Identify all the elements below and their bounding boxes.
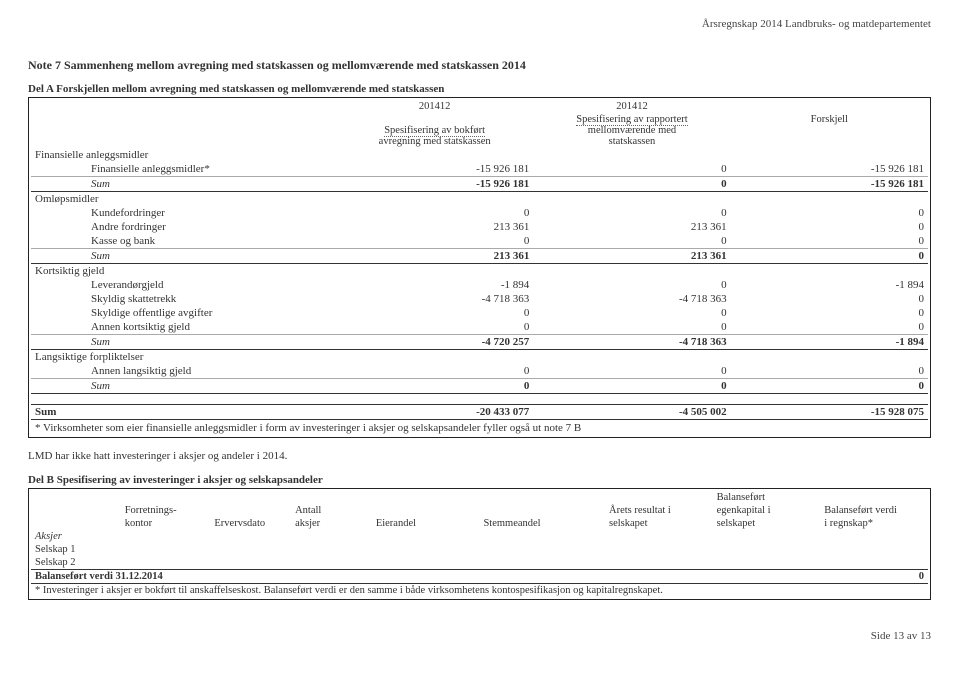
- row-annen-l-label: Annen langsiktig gjeld: [31, 364, 336, 379]
- section-lang: Langsiktige forpliktelser: [31, 350, 336, 365]
- page-footer: Side 13 av 13: [28, 630, 931, 642]
- col-a-head: Spesifisering av bokført avregning med s…: [336, 113, 533, 148]
- section-oml: Omløpsmidler: [31, 192, 336, 207]
- row-andre-a: 213 361: [336, 220, 533, 234]
- row-andre-b: 213 361: [533, 220, 730, 234]
- row-kasse-b: 0: [533, 234, 730, 249]
- row-skatt-label: Skyldig skattetrekk: [31, 292, 336, 306]
- col-b-head-l3: statskassen: [609, 136, 656, 147]
- mid-text: LMD har ikke hatt investeringer i aksjer…: [28, 450, 931, 462]
- row-oml-sum-a: 213 361: [336, 249, 533, 264]
- b-h6a: Årets resultat i: [605, 504, 713, 517]
- row-kasse-a: 0: [336, 234, 533, 249]
- row-fin-sum-label: Sum: [31, 177, 336, 192]
- col-a-head-l2: avregning med statskassen: [379, 136, 491, 147]
- b-s1: Selskap 1: [31, 543, 121, 556]
- b-h4: Eierandel: [372, 517, 480, 530]
- col-b-period: 201412: [533, 100, 730, 113]
- row-andre-label: Andre fordringer: [31, 220, 336, 234]
- table-a: 201412 201412 Spesifisering av bokført a…: [31, 100, 928, 435]
- b-total-val: 0: [820, 570, 928, 584]
- del-b-title: Del B Spesifisering av investeringer i a…: [28, 474, 931, 486]
- row-lev-a: -1 894: [336, 278, 533, 292]
- row-oml-sum-c: 0: [731, 249, 928, 264]
- row-total-c: -15 928 075: [731, 405, 928, 420]
- col-a-period: 201412: [336, 100, 533, 113]
- row-fin-sum-b: 0: [533, 177, 730, 192]
- table-a-wrapper: 201412 201412 Spesifisering av bokført a…: [28, 97, 931, 438]
- row-annen-k-c: 0: [731, 320, 928, 335]
- row-oml-sum-b: 213 361: [533, 249, 730, 264]
- row-kort-sum-c: -1 894: [731, 335, 928, 350]
- b-h7c: selskapet: [713, 517, 821, 530]
- row-off-label: Skyldige offentlige avgifter: [31, 306, 336, 320]
- row-kort-sum-label: Sum: [31, 335, 336, 350]
- b-aksjer: Aksjer: [31, 530, 121, 543]
- row-lang-sum-a: 0: [336, 379, 533, 394]
- row-annen-l-a: 0: [336, 364, 533, 379]
- note-title: Note 7 Sammenheng mellom avregning med s…: [28, 58, 931, 73]
- row-annen-l-c: 0: [731, 364, 928, 379]
- row-off-a: 0: [336, 306, 533, 320]
- row-annen-k-label: Annen kortsiktig gjeld: [31, 320, 336, 335]
- b-h8a: Balanseført verdi: [820, 504, 928, 517]
- col-b-head-l2: mellomværende med: [588, 125, 676, 136]
- row-fin-sum-a: -15 926 181: [336, 177, 533, 192]
- row-fin-star-a: -15 926 181: [336, 162, 533, 177]
- row-lev-b: 0: [533, 278, 730, 292]
- b-h1a: Forretnings-: [121, 504, 211, 517]
- b-h1b: kontor: [121, 517, 211, 530]
- section-fin: Finansielle anleggsmidler: [31, 148, 336, 162]
- row-kasse-c: 0: [731, 234, 928, 249]
- row-kund-b: 0: [533, 206, 730, 220]
- row-skatt-b: -4 718 363: [533, 292, 730, 306]
- row-off-b: 0: [533, 306, 730, 320]
- row-kort-sum-b: -4 718 363: [533, 335, 730, 350]
- row-fin-star-label: Finansielle anleggsmidler*: [31, 162, 336, 177]
- row-total-b: -4 505 002: [533, 405, 730, 420]
- row-off-c: 0: [731, 306, 928, 320]
- row-total-label: Sum: [31, 405, 336, 420]
- b-h7a: Balanseført: [713, 491, 821, 504]
- row-lev-label: Leverandørgjeld: [31, 278, 336, 292]
- footnote-a: * Virksomheter som eier finansielle anle…: [31, 420, 928, 436]
- row-annen-k-b: 0: [533, 320, 730, 335]
- row-total-a: -20 433 077: [336, 405, 533, 420]
- section-kort: Kortsiktig gjeld: [31, 264, 336, 279]
- row-skatt-a: -4 718 363: [336, 292, 533, 306]
- doc-header: Årsregnskap 2014 Landbruks- og matdepart…: [28, 18, 931, 30]
- row-lang-sum-label: Sum: [31, 379, 336, 394]
- row-lang-sum-c: 0: [731, 379, 928, 394]
- b-h6b: selskapet: [605, 517, 713, 530]
- col-b-head: Spesifisering av rapportert mellomværend…: [533, 113, 730, 148]
- del-a-title: Del A Forskjellen mellom avregning med s…: [28, 83, 931, 95]
- b-h8b: i regnskap*: [820, 517, 928, 530]
- row-fin-sum-c: -15 926 181: [731, 177, 928, 192]
- row-fin-star-b: 0: [533, 162, 730, 177]
- b-h3b: aksjer: [291, 517, 372, 530]
- row-kasse-label: Kasse og bank: [31, 234, 336, 249]
- col-c-head: Forskjell: [731, 113, 928, 148]
- row-lang-sum-b: 0: [533, 379, 730, 394]
- row-kund-a: 0: [336, 206, 533, 220]
- row-andre-c: 0: [731, 220, 928, 234]
- row-fin-star-c: -15 926 181: [731, 162, 928, 177]
- row-annen-k-a: 0: [336, 320, 533, 335]
- b-s2: Selskap 2: [31, 556, 121, 570]
- b-h2: Ervervsdato: [210, 517, 291, 530]
- row-kort-sum-a: -4 720 257: [336, 335, 533, 350]
- row-skatt-c: 0: [731, 292, 928, 306]
- row-oml-sum-label: Sum: [31, 249, 336, 264]
- b-total-label: Balanseført verdi 31.12.2014: [31, 570, 820, 584]
- table-b-wrapper: Balanseført Forretnings- Antall Årets re…: [28, 488, 931, 600]
- b-h5: Stemmeandel: [479, 517, 605, 530]
- row-kund-c: 0: [731, 206, 928, 220]
- b-h3a: Antall: [291, 504, 372, 517]
- row-annen-l-b: 0: [533, 364, 730, 379]
- b-h7b: egenkapital i: [713, 504, 821, 517]
- table-b: Balanseført Forretnings- Antall Årets re…: [31, 491, 928, 597]
- row-kund-label: Kundefordringer: [31, 206, 336, 220]
- footnote-b: * Investeringer i aksjer er bokført til …: [31, 584, 928, 598]
- row-lev-c: -1 894: [731, 278, 928, 292]
